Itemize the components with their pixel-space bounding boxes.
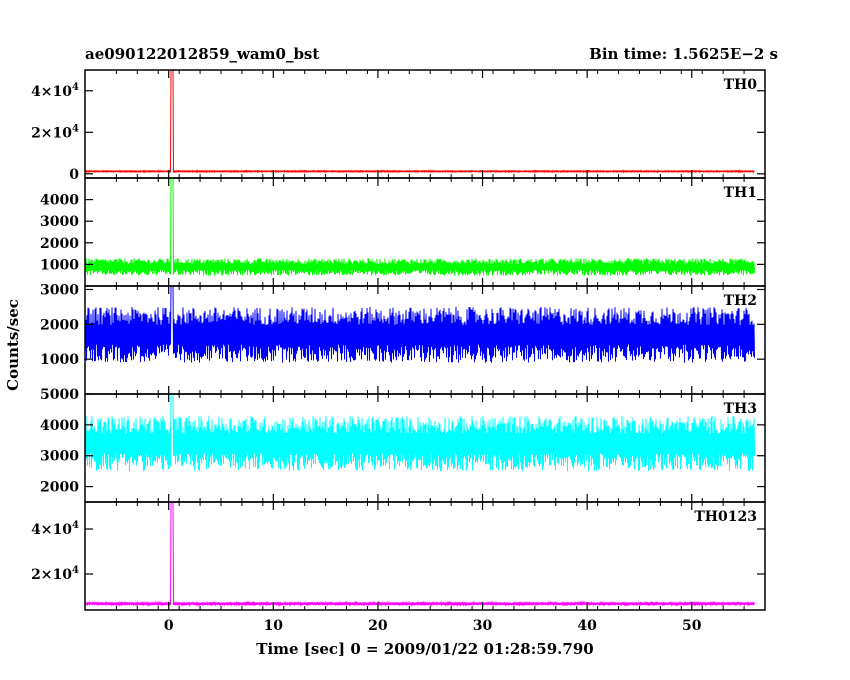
x-tick-label: 40 <box>577 618 597 634</box>
y-tick-label-th0: 0 <box>69 167 79 183</box>
x-tick-label: 30 <box>473 618 493 634</box>
panel-th3: 2000 3000 4000 5000 TH3 <box>40 387 766 503</box>
panel-label-th2: TH2 <box>724 293 757 309</box>
x-tick-label: 20 <box>368 618 388 634</box>
panel-frame-th0123 <box>84 501 766 611</box>
y-tick-label-th2: 2000 <box>40 317 79 333</box>
panel-frame-th0 <box>84 69 766 179</box>
series-line-th2 <box>84 285 755 363</box>
y-tick-label-th0123: 2×104 <box>31 565 79 583</box>
series-line-th0123 <box>84 501 755 607</box>
y-tick-label-th0: 2×104 <box>31 123 79 141</box>
y-tick-label-th2: 3000 <box>40 282 79 298</box>
y-tick-label-th3: 5000 <box>40 387 79 403</box>
y-tick-label-th3: 2000 <box>40 480 79 496</box>
series-line-th1 <box>84 177 755 276</box>
panel-th0123: 2×104 4×104 TH0123 <box>31 501 766 611</box>
series-line-th0 <box>84 69 755 174</box>
y-tick-label-th2: 1000 <box>40 352 79 368</box>
y-tick-label-th3: 4000 <box>40 418 79 434</box>
y-tick-label-th1: 1000 <box>40 257 79 273</box>
panel-label-th0123: TH0123 <box>694 509 757 525</box>
x-tick-label: 50 <box>682 618 702 634</box>
chart-subtitle: Bin time: 1.5625E−2 s <box>589 45 778 63</box>
x-axis-label: Time [sec] 0 = 2009/01/22 01:28:59.790 <box>256 640 593 658</box>
panel-th2: 1000 2000 3000 TH2 <box>40 282 766 395</box>
y-tick-label-th1: 3000 <box>40 214 79 230</box>
y-tick-label-th1: 4000 <box>40 193 79 209</box>
panel-th0: 0 2×104 4×104 TH0 <box>31 69 766 183</box>
series-line-th3 <box>84 393 755 472</box>
chart-title: ae090122012859_wam0_bst <box>85 45 319 63</box>
y-axis-label: Counts/sec <box>4 299 22 391</box>
panel-label-th1: TH1 <box>724 185 757 201</box>
panel-label-th3: TH3 <box>724 401 757 417</box>
y-tick-label-th0: 4×104 <box>31 82 79 100</box>
y-tick-label-th3: 3000 <box>40 449 79 465</box>
x-tick-label: 0 <box>164 618 174 634</box>
y-tick-label-th1: 2000 <box>40 236 79 252</box>
y-tick-label-th0123: 4×104 <box>31 520 79 538</box>
x-tick-label: 10 <box>264 618 284 634</box>
panel-th1: 1000 2000 3000 4000 TH1 <box>40 177 766 287</box>
panel-label-th0: TH0 <box>724 77 758 93</box>
